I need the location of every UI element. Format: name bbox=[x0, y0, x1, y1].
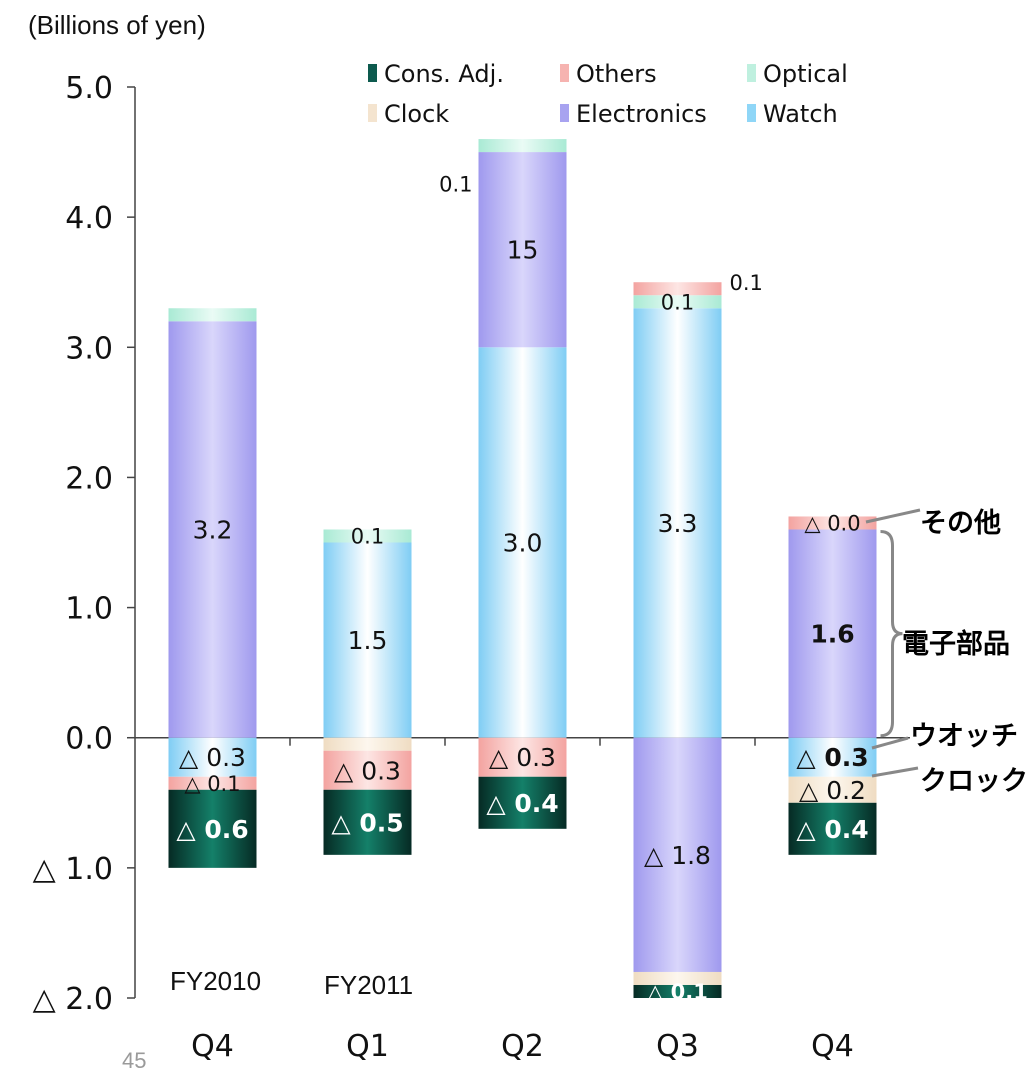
bar-3-others bbox=[478, 737, 567, 777]
legend-swatch-clock bbox=[368, 104, 377, 122]
bar-4-clock bbox=[633, 971, 722, 985]
category-label-4: Q3 bbox=[656, 1029, 699, 1064]
data-label-3-electronics-9: 15 bbox=[507, 236, 539, 265]
data-label-4-optical-14: 0.1 bbox=[661, 290, 694, 314]
bar-5-others bbox=[788, 516, 877, 530]
legend-label-cons-adj: Cons. Adj. bbox=[384, 60, 504, 88]
bar-1-watch bbox=[168, 737, 257, 777]
legend-label-electronics: Electronics bbox=[576, 100, 707, 128]
y-tick-label: △ 1.0 bbox=[33, 852, 113, 887]
bar-2-clock bbox=[323, 737, 412, 751]
bar-1-electronics bbox=[168, 321, 257, 738]
y-tick-label: △ 2.0 bbox=[33, 982, 113, 1017]
bar-4-watch bbox=[633, 308, 722, 738]
data-label-5-watch-20: △ 0.3 bbox=[796, 743, 868, 772]
data-label-2-others-6: △ 0.3 bbox=[334, 756, 401, 785]
data-label-2-optical-4: 0.1 bbox=[351, 525, 384, 549]
y-tick-label: 2.0 bbox=[65, 461, 113, 496]
category-label-2: Q1 bbox=[346, 1029, 389, 1064]
bar-1-others bbox=[168, 776, 257, 790]
bar-3-cons-adj bbox=[478, 776, 567, 829]
bar-1-cons-adj bbox=[168, 789, 257, 868]
legend-swatch-electronics bbox=[560, 104, 569, 122]
legend-label-watch: Watch bbox=[763, 100, 838, 128]
bar-5-electronics bbox=[788, 529, 877, 738]
bar-4-cons-adj bbox=[633, 984, 722, 998]
unit-label: (Billions of yen) bbox=[28, 10, 206, 40]
data-label-3-watch-10: 3.0 bbox=[503, 529, 543, 558]
category-label-3: Q2 bbox=[501, 1029, 544, 1064]
data-label-3-cons-adj-12: △ 0.4 bbox=[486, 789, 558, 818]
data-label-5-cons-adj-23: △ 0.4 bbox=[796, 815, 868, 844]
y-tick-label: 5.0 bbox=[65, 71, 113, 106]
legend-label-optical: Optical bbox=[763, 60, 848, 88]
data-label-3-optical-8: 0.1 bbox=[439, 173, 472, 197]
legend-swatch-others bbox=[560, 64, 569, 82]
data-label-1-watch-1: △ 0.3 bbox=[179, 743, 246, 772]
data-label-5-electronics-19: 1.6 bbox=[810, 620, 854, 649]
y-tick-label: 0.0 bbox=[65, 722, 113, 757]
bar-2-watch bbox=[323, 542, 412, 738]
bar-2-others bbox=[323, 750, 412, 790]
data-label-4-cons-adj-17: △ 0.1 bbox=[647, 980, 708, 1004]
bar-4-others bbox=[633, 282, 722, 296]
data-label-5-others-22: △ 0.0 bbox=[804, 512, 860, 536]
legend-label-clock: Clock bbox=[384, 100, 449, 128]
bar-2-optical bbox=[323, 529, 412, 543]
bars bbox=[168, 139, 877, 998]
page-number: 45 bbox=[122, 1048, 147, 1073]
callout-leader-watch bbox=[871, 736, 909, 750]
fiscal-label-fy2011: FY2011 bbox=[324, 970, 414, 1000]
y-tick-label: 3.0 bbox=[65, 331, 113, 366]
bar-3-watch bbox=[478, 347, 567, 738]
callout-leader-others bbox=[865, 508, 921, 524]
category-label-5: Q4 bbox=[811, 1029, 854, 1064]
category-label-1: Q4 bbox=[191, 1029, 234, 1064]
callout-label-clock: クロック bbox=[920, 766, 1028, 797]
legend: Cons. Adj. Others Optical Clock Electronics W… bbox=[368, 60, 848, 128]
bar-1-optical bbox=[168, 308, 257, 322]
bar-4-optical bbox=[633, 295, 722, 309]
data-label-2-cons-adj-7: △ 0.5 bbox=[331, 808, 403, 837]
y-tick-label: 4.0 bbox=[65, 201, 113, 236]
fiscal-label-fy2010: FY2010 bbox=[170, 966, 262, 996]
callout-label-electronics: 電子部品 bbox=[902, 628, 1010, 660]
bar-3-electronics bbox=[478, 152, 567, 348]
y-tick-label: 1.0 bbox=[65, 592, 113, 627]
callout-brace bbox=[880, 529, 903, 738]
bar-5-watch bbox=[788, 737, 877, 777]
data-label-1-others-2: △ 0.1 bbox=[184, 772, 240, 796]
data-label-5-clock-21: △ 0.2 bbox=[799, 776, 866, 805]
legend-label-others: Others bbox=[576, 60, 657, 88]
bar-5-clock bbox=[788, 776, 877, 803]
bar-4-electronics bbox=[633, 737, 722, 972]
data-label-4-watch-15: 3.3 bbox=[658, 509, 698, 538]
legend-swatch-optical bbox=[747, 64, 756, 82]
callout-label-watch: ウオッチ bbox=[910, 721, 1018, 752]
data-label-3-others-11: △ 0.3 bbox=[489, 743, 556, 772]
data-label-4-electronics-16: △ 1.8 bbox=[644, 841, 711, 870]
data-label-1-cons-adj-3: △ 0.6 bbox=[176, 815, 248, 844]
bar-3-optical bbox=[478, 139, 567, 153]
legend-swatch-cons-adj bbox=[368, 64, 377, 82]
bar-2-cons-adj bbox=[323, 789, 412, 855]
data-labels: 3.2△ 0.3△ 0.1△ 0.60.11.5△ 0.3△ 0.50.1153… bbox=[176, 173, 868, 1004]
data-label-4-others-13: 0.1 bbox=[730, 271, 763, 295]
legend-swatch-watch bbox=[747, 104, 756, 122]
callout-leader-clock bbox=[871, 766, 919, 778]
data-label-1-electronics-0: 3.2 bbox=[193, 515, 233, 544]
axes: 5.0 4.0 3.0 2.0 1.0 0.0 △ 1.0 △ 2.0 Q4 Q1 Q2 Q3 Q4 bbox=[33, 71, 910, 1064]
data-label-2-watch-5: 1.5 bbox=[348, 626, 388, 655]
callout-label-others: その他 bbox=[920, 508, 1001, 539]
bar-5-cons-adj bbox=[788, 802, 877, 855]
